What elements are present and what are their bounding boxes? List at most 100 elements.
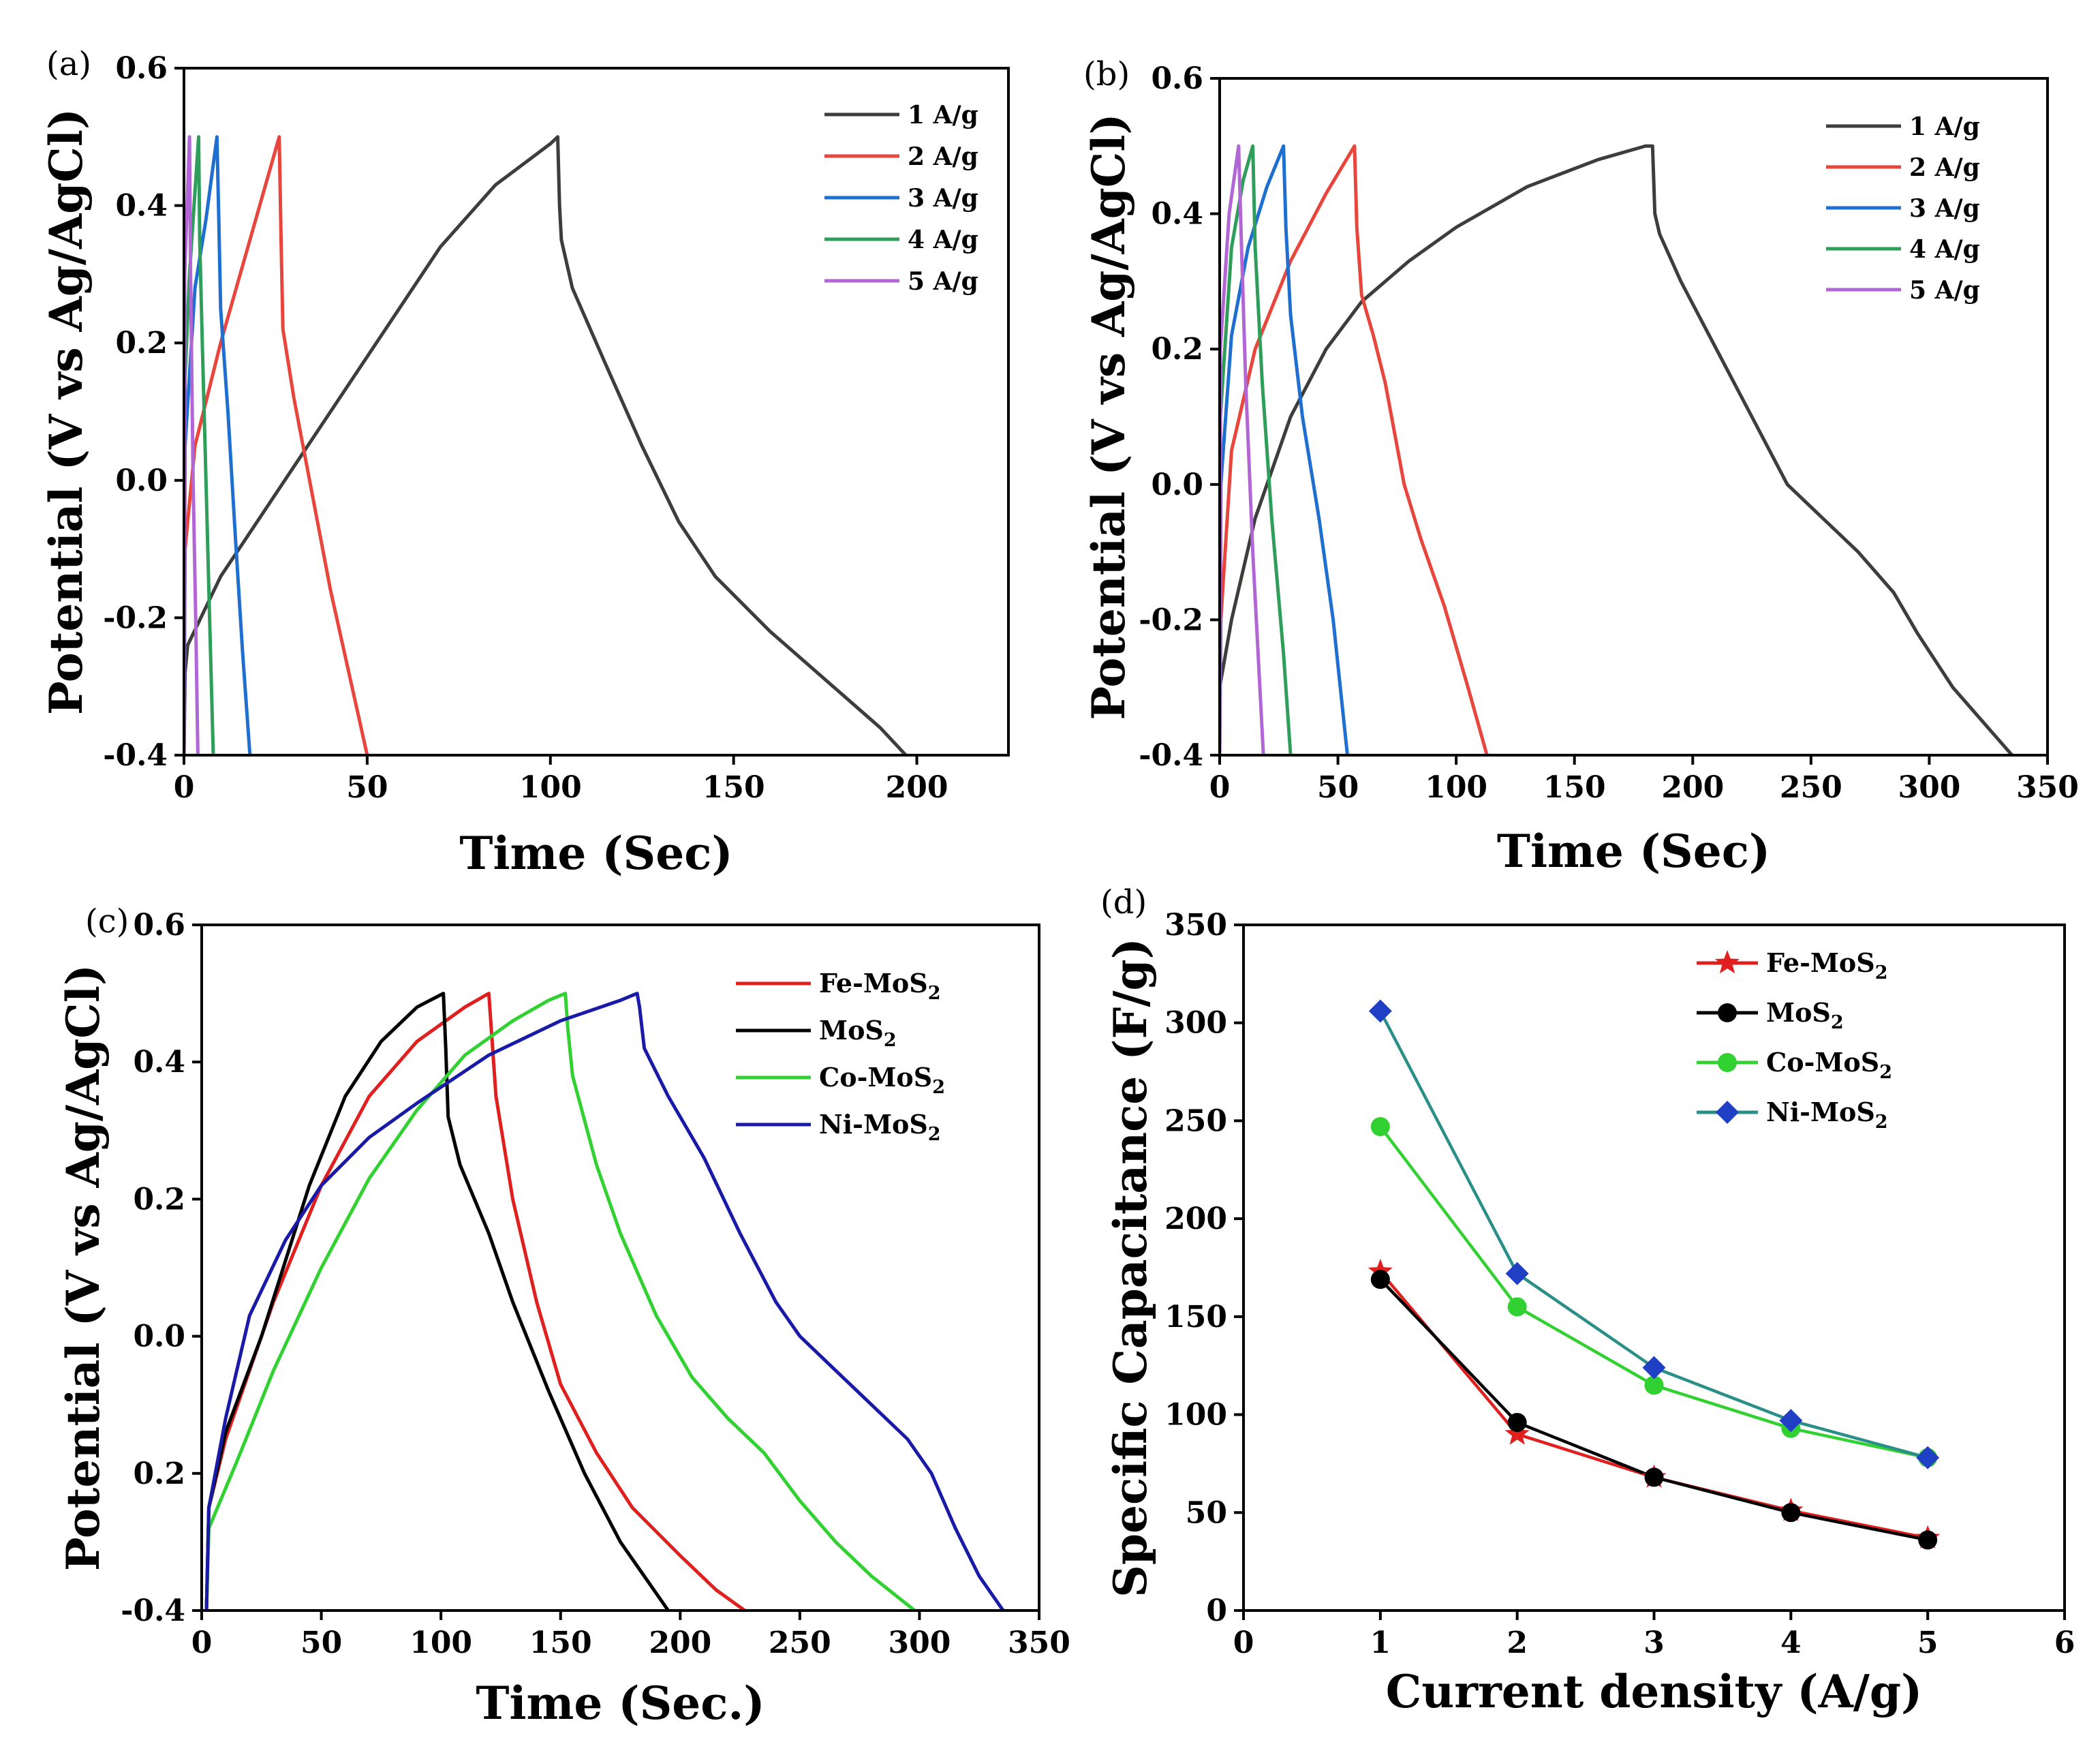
plot-area-c — [204, 992, 1005, 1611]
y-tick-label-d-2: 100 — [1164, 1398, 1227, 1433]
x-tick-label-a-3: 150 — [702, 770, 765, 805]
legend-label-b-4: 5 A/g — [1909, 276, 1980, 305]
y-tick-label-c-0: -0.4 — [121, 1593, 185, 1628]
legend-label-a-2: 3 A/g — [908, 184, 978, 213]
y-tick-label-c-4: 0.4 — [133, 1045, 185, 1080]
x-tick-label-d-0: 0 — [1233, 1626, 1254, 1660]
x-tick-label-c-4: 200 — [649, 1626, 711, 1660]
legend-label-a-1: 2 A/g — [908, 142, 978, 171]
y-tick-label-a-1: -0.2 — [103, 600, 168, 635]
x-tick-label-b-6: 300 — [1898, 770, 1960, 805]
axes-frame-b — [1218, 77, 2049, 757]
y-tick-label-a-4: 0.4 — [115, 189, 168, 224]
data-point-d-1-3 — [1781, 1503, 1801, 1523]
y-tick-label-d-0: 0 — [1206, 1593, 1227, 1628]
y-tick-label-a-5: 0.6 — [115, 51, 168, 86]
y-tick-label-b-2: 0.0 — [1151, 468, 1203, 502]
x-tick-label-d-3: 3 — [1643, 1626, 1665, 1660]
series-line-b-4 — [1220, 144, 1265, 755]
panel-c: 0 50 100 150 200 250 300 350 -0.4 0.2 0.0 0.2 0.4 0.6… — [57, 902, 1070, 1730]
series-line-c-2 — [204, 992, 916, 1611]
series-line-b-3 — [1220, 144, 1293, 755]
data-point-d-3-0 — [1368, 999, 1392, 1023]
legend-label-d-3: Ni-MoS2 — [1766, 1097, 1888, 1133]
legend-label-d-2: Co-MoS2 — [1766, 1047, 1892, 1083]
y-tick-label-a-0: -0.4 — [103, 738, 168, 773]
series-line-b-1 — [1220, 144, 1489, 755]
legend-d: Fe-MoS2 MoS2 Co-MoS2 Ni-MoS2 — [1697, 947, 1892, 1133]
legend-label-c-1: MoS2 — [819, 1015, 897, 1051]
y-axis-label-a: Potential (V vs Ag/AgCl) — [40, 108, 93, 715]
y-tick-label-b-0: -0.4 — [1139, 738, 1203, 773]
series-line-d-2 — [1378, 1125, 1930, 1460]
series-line-d-1 — [1378, 1277, 1930, 1542]
y-tick-label-b-5: 0.6 — [1151, 61, 1203, 96]
series-line-c-1 — [204, 992, 670, 1611]
plot-area-b — [1220, 144, 2014, 755]
x-tick-label-d-2: 2 — [1507, 1626, 1528, 1660]
x-tick-label-d-6: 6 — [2054, 1626, 2075, 1660]
data-point-d-1-1 — [1507, 1413, 1527, 1433]
y-tick-label-c-2: 0.0 — [133, 1319, 185, 1354]
legend-label-b-2: 3 A/g — [1909, 194, 1980, 223]
data-point-d-2-2 — [1644, 1375, 1664, 1395]
legend-label-a-4: 5 A/g — [908, 267, 978, 296]
x-tick-label-c-3: 150 — [529, 1626, 592, 1660]
legend-c: Fe-MoS2 MoS2 Co-MoS2 Ni-MoS2 — [736, 968, 945, 1145]
panel-letter-c: (c) — [85, 902, 129, 941]
y-tick-label-c-3: 0.2 — [133, 1182, 185, 1217]
y-axis-label-c: Potential (V vs Ag/AgCl) — [57, 964, 110, 1571]
x-tick-label-d-4: 4 — [1780, 1626, 1802, 1660]
x-tick-label-d-1: 1 — [1370, 1626, 1391, 1660]
y-tick-label-a-2: 0.0 — [115, 463, 168, 498]
x-tick-label-b-0: 0 — [1209, 770, 1231, 805]
x-tick-label-c-7: 350 — [1008, 1626, 1070, 1660]
axes-frame-a — [183, 67, 1010, 757]
legend-label-b-3: 4 A/g — [1909, 235, 1980, 264]
data-point-d-2-1 — [1507, 1297, 1527, 1317]
y-tick-label-d-4: 200 — [1164, 1202, 1227, 1236]
data-point-d-3-2 — [1642, 1356, 1666, 1379]
y-tick-label-d-1: 50 — [1186, 1495, 1227, 1530]
panel-letter-a: (a) — [46, 45, 91, 83]
panel-b: 0 50 100 150 200 250 300 350 -0.4 -0.2 0.0 0.2 0.4 0.… — [1082, 55, 2079, 878]
y-tick-label-c-1: 0.2 — [133, 1456, 185, 1491]
y-tick-label-d-6: 300 — [1164, 1006, 1227, 1041]
x-tick-label-b-1: 50 — [1317, 770, 1359, 805]
legend-label-c-0: Fe-MoS2 — [819, 968, 941, 1004]
x-tick-label-c-0: 0 — [191, 1626, 213, 1660]
x-axis-label-b: Time (Sec) — [1497, 825, 1770, 878]
x-tick-label-c-6: 300 — [888, 1626, 951, 1660]
series-line-b-2 — [1220, 144, 1349, 755]
y-axis-label-d: Specific Capacitance (F/g) — [1104, 938, 1157, 1598]
legend-marker-d-2 — [1718, 1053, 1737, 1072]
x-tick-label-c-1: 50 — [300, 1626, 342, 1660]
legend-a: 1 A/g 2 A/g 3 A/g 4 A/g 5 A/g — [824, 101, 978, 296]
y-tick-label-d-3: 150 — [1164, 1300, 1227, 1334]
legend-marker-d-3 — [1716, 1101, 1739, 1124]
x-tick-label-b-5: 250 — [1780, 770, 1842, 805]
x-tick-label-b-3: 150 — [1543, 770, 1606, 805]
panel-a: 0 50 100 150 200 -0.4 -0.2 0.0 0.2 0.4 0.6 Time (Se… — [40, 45, 1010, 880]
legend-marker-d-1 — [1718, 1003, 1737, 1022]
y-tick-label-d-7: 350 — [1164, 908, 1227, 943]
legend-label-c-2: Co-MoS2 — [819, 1062, 945, 1098]
x-tick-label-a-2: 100 — [519, 770, 582, 805]
y-tick-label-b-1: -0.2 — [1139, 602, 1203, 637]
series-line-c-3 — [204, 992, 1005, 1611]
x-axis-label-a: Time (Sec) — [459, 827, 732, 880]
y-tick-label-d-5: 250 — [1164, 1103, 1227, 1138]
data-point-d-1-0 — [1370, 1270, 1390, 1289]
legend-label-d-0: Fe-MoS2 — [1766, 947, 1888, 983]
x-tick-label-a-1: 50 — [346, 770, 388, 805]
legend-label-b-0: 1 A/g — [1909, 112, 1980, 141]
x-tick-label-d-5: 5 — [1917, 1626, 1939, 1660]
data-point-d-3-4 — [1916, 1446, 1940, 1469]
x-tick-label-c-2: 100 — [410, 1626, 472, 1660]
panel-letter-b: (b) — [1083, 55, 1130, 93]
x-axis-label-d: Current density (A/g) — [1386, 1665, 1923, 1718]
data-point-d-2-0 — [1370, 1117, 1390, 1137]
y-tick-label-b-4: 0.4 — [1151, 197, 1203, 232]
series-line-d-0 — [1378, 1270, 1930, 1540]
